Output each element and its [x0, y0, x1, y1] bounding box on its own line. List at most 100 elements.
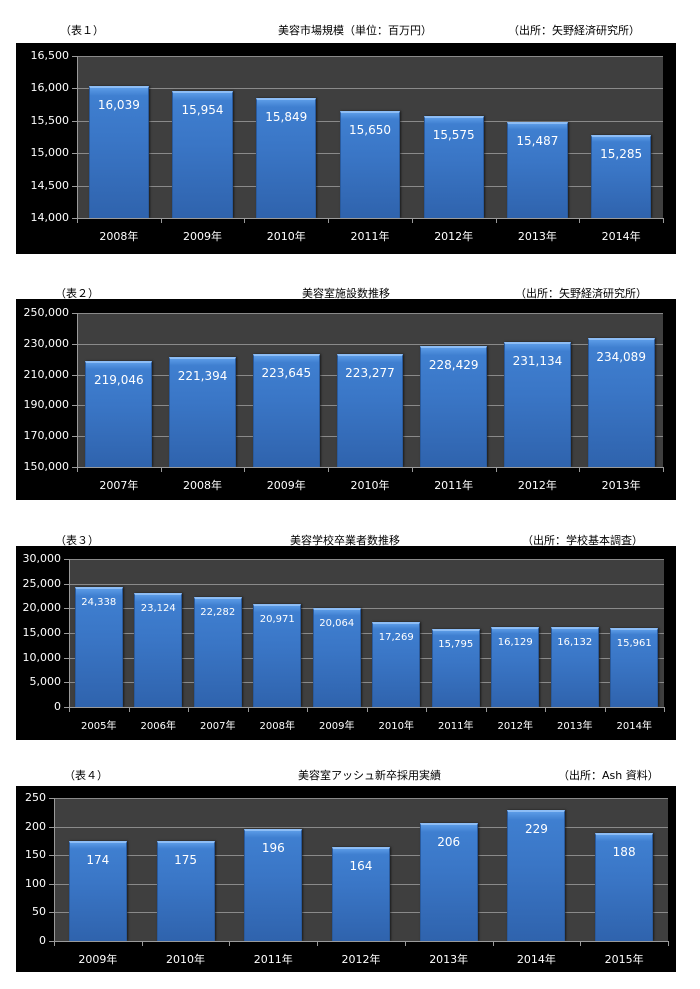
bar-value-label: 15,487	[516, 133, 559, 148]
y-axis-line	[69, 559, 70, 707]
bar-value-label: 15,954	[181, 103, 224, 118]
y-tick-label: 100	[25, 877, 46, 890]
bar-value-label: 23,124	[140, 602, 176, 614]
bar: 15,954	[172, 91, 233, 218]
x-tick-mark	[493, 941, 494, 946]
x-tick-label: 2011年	[434, 479, 474, 492]
bar: 234,089	[587, 337, 655, 467]
x-tick-mark	[579, 218, 580, 223]
x-tick-mark	[605, 707, 606, 712]
bar-value-label: 229	[524, 822, 548, 836]
x-tick-mark	[405, 941, 406, 946]
gridline	[77, 313, 663, 314]
x-axis-line	[77, 467, 663, 468]
chart-4-title: 美容室アッシュ新卒採用実績	[298, 769, 441, 782]
y-tick-label: 150,000	[23, 460, 70, 473]
bar-value-label: 20,971	[259, 613, 295, 625]
x-tick-mark	[248, 707, 249, 712]
x-tick-label: 2010年	[266, 230, 306, 243]
y-tick-label: 250,000	[23, 306, 70, 319]
y-tick-label: 150	[25, 848, 46, 861]
bar: 15,650	[339, 111, 401, 218]
bar-value-label: 206	[437, 835, 461, 850]
bar-value-label: 234,089	[596, 349, 646, 364]
bar-value-label: 16,129	[497, 637, 533, 649]
y-tick-mark	[72, 121, 77, 122]
bar: 20,064	[312, 608, 361, 707]
y-tick-label: 0	[39, 934, 46, 947]
x-tick-mark	[328, 467, 329, 472]
bar: 231,134	[503, 342, 571, 467]
gridline	[69, 658, 664, 659]
y-tick-label: 16,500	[30, 49, 70, 62]
x-tick-label: 2009年	[319, 721, 355, 732]
x-tick-label: 2011年	[438, 721, 474, 732]
plot-area: 24,338 23,124 22,282 20,971 20,064 17,269 15,7…	[69, 559, 664, 707]
x-axis-line	[69, 707, 664, 708]
x-axis-line	[77, 218, 663, 219]
y-tick-mark	[64, 682, 69, 683]
y-tick-mark	[72, 313, 77, 314]
y-tick-mark	[72, 375, 77, 376]
y-tick-mark	[49, 884, 54, 885]
y-tick-mark	[64, 608, 69, 609]
x-tick-label: 2009年	[78, 953, 118, 966]
chart-3: 24,338 23,124 22,282 20,971 20,064 17,269 15,7…	[16, 546, 676, 740]
y-tick-mark	[49, 941, 54, 942]
x-tick-label: 2009年	[183, 230, 223, 243]
x-tick-label: 2013年	[557, 721, 593, 732]
y-tick-mark	[49, 912, 54, 913]
x-tick-mark	[328, 218, 329, 223]
bar: 221,394	[169, 357, 237, 467]
plot-area: 174 175 196 164 206 229 188	[54, 798, 668, 941]
chart-4: 174 175 196 164 206 229 188 250 200 150 100 50 0 2009…	[16, 786, 676, 972]
bar: 219,046	[85, 360, 153, 467]
x-tick-mark	[69, 707, 70, 712]
x-tick-label: 2008年	[99, 230, 139, 243]
bar: 15,795	[431, 629, 480, 707]
plot-area: 219,046 221,394 223,645 223,277 228,429 231,1…	[77, 313, 663, 467]
x-tick-label: 2011年	[350, 230, 390, 243]
x-tick-mark	[161, 218, 162, 223]
y-tick-label: 14,000	[30, 211, 70, 224]
gridline	[77, 88, 663, 89]
gridline	[54, 798, 668, 799]
x-tick-label: 2010年	[378, 721, 414, 732]
bar-value-label: 15,795	[438, 639, 474, 651]
bar: 174	[68, 841, 127, 941]
bar-value-label: 15,961	[616, 638, 652, 650]
bar: 16,129	[491, 627, 540, 707]
x-tick-label: 2015年	[604, 953, 644, 966]
x-tick-label: 2006年	[140, 721, 176, 732]
bar-value-label: 16,039	[97, 97, 140, 112]
y-tick-mark	[72, 186, 77, 187]
x-tick-mark	[580, 941, 581, 946]
bar: 22,282	[193, 597, 242, 707]
bar: 23,124	[134, 592, 183, 707]
y-tick-label: 190,000	[23, 398, 70, 411]
bar-value-label: 15,285	[600, 146, 643, 161]
x-tick-mark	[579, 467, 580, 472]
bar: 24,338	[74, 586, 123, 707]
bar-value-label: 16,132	[557, 637, 593, 649]
x-tick-mark	[317, 941, 318, 946]
y-tick-label: 15,000	[30, 146, 70, 159]
x-tick-mark	[229, 941, 230, 946]
bar: 16,132	[550, 627, 599, 707]
gridline	[69, 682, 664, 683]
y-tick-mark	[72, 467, 77, 468]
bar: 206	[419, 823, 478, 941]
x-axis-line	[54, 941, 668, 942]
chart-1-source: （出所：矢野経済研究所）	[508, 24, 640, 37]
x-tick-mark	[307, 707, 308, 712]
bar: 17,269	[372, 621, 421, 707]
chart-1-number: （表１）	[60, 24, 104, 37]
x-tick-label: 2008年	[259, 721, 295, 732]
y-tick-label: 200	[25, 820, 46, 833]
y-tick-label: 250	[25, 791, 46, 804]
y-tick-label: 20,000	[22, 601, 62, 614]
x-tick-mark	[663, 218, 664, 223]
x-tick-mark	[244, 218, 245, 223]
y-tick-label: 15,500	[30, 114, 70, 127]
bar: 223,645	[252, 353, 320, 467]
